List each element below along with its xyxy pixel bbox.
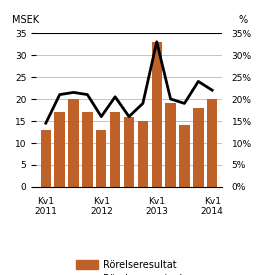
Bar (54, 112, 65, 187)
Bar (124, 117, 134, 187)
Bar (68, 99, 79, 187)
Bar (151, 42, 162, 187)
Bar (138, 121, 148, 187)
Bar (96, 130, 107, 187)
Text: MSEK: MSEK (12, 15, 39, 25)
Bar (110, 112, 120, 187)
Bar (165, 103, 176, 187)
Legend: Rörelseresultat, Rörelsemarginal: Rörelseresultat, Rörelsemarginal (76, 260, 182, 275)
Bar (179, 125, 190, 187)
Text: %: % (239, 15, 248, 25)
Bar (82, 112, 93, 187)
Bar (193, 108, 204, 187)
Bar (41, 130, 51, 187)
Bar (207, 99, 217, 187)
